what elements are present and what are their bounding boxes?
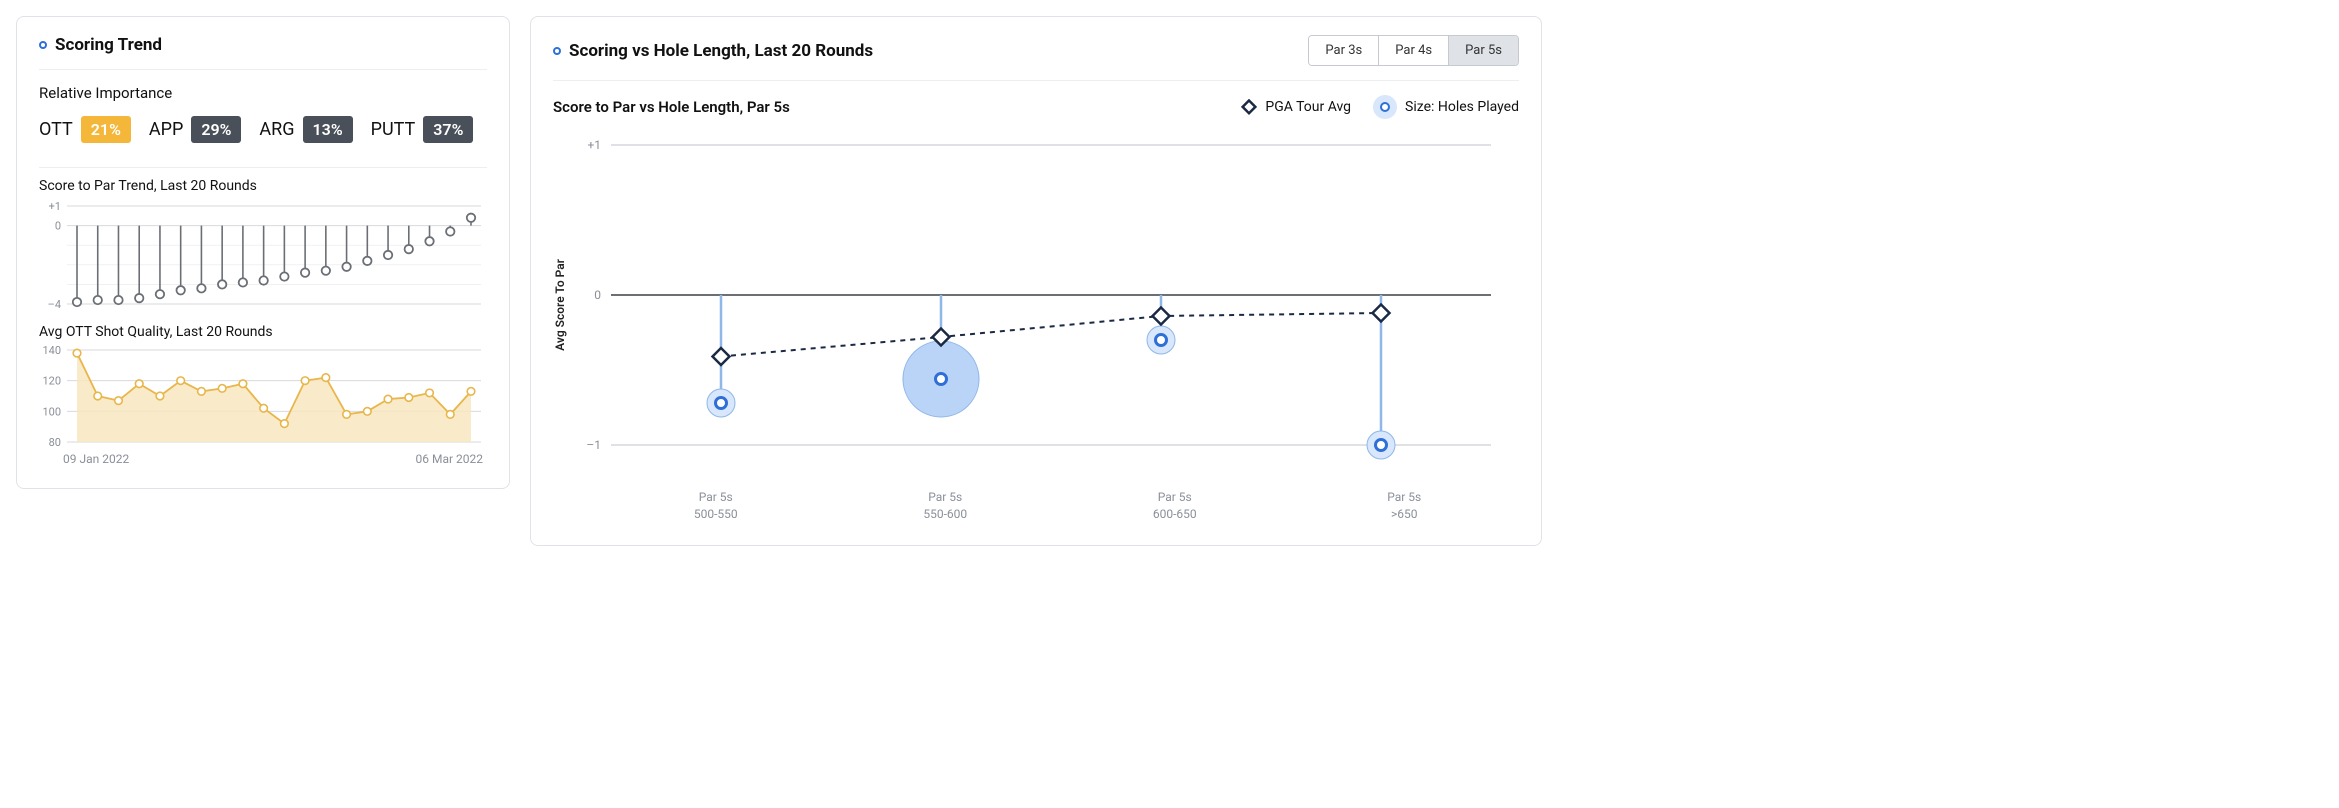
svg-text:120: 120 — [42, 375, 61, 388]
importance-code: APP — [149, 119, 183, 140]
divider — [39, 69, 487, 70]
divider — [39, 167, 487, 168]
importance-row: OTT 21% APP 29% ARG 13% PUTT 37% — [39, 116, 487, 143]
main-chart-svg: +1 0 –1 — [571, 125, 1511, 485]
category-labels: Par 5s500-550Par 5s550-600Par 5s600-650P… — [553, 489, 1519, 523]
importance-item: APP 29% — [149, 116, 242, 143]
par-tab[interactable]: Par 3s — [1309, 36, 1378, 65]
svg-text:+1: +1 — [49, 200, 61, 213]
par-tab-group: Par 3sPar 4sPar 5s — [1308, 35, 1519, 66]
main-chart-area: Avg Score To Par +1 0 –1 — [553, 125, 1519, 485]
title-text: Scoring Trend — [55, 35, 162, 55]
importance-badge: 29% — [191, 116, 241, 143]
legend-items: PGA Tour Avg Size: Holes Played — [1241, 95, 1519, 119]
scoring-trend-card: Scoring Trend Relative Importance OTT 21%… — [16, 16, 510, 489]
svg-text:+1: +1 — [587, 138, 601, 152]
svg-text:0: 0 — [55, 220, 61, 233]
importance-code: ARG — [259, 119, 294, 140]
importance-item: ARG 13% — [259, 116, 352, 143]
legend-row: Score to Par vs Hole Length, Par 5s PGA … — [553, 95, 1519, 119]
divider — [553, 80, 1519, 81]
svg-text:0: 0 — [594, 288, 601, 302]
category-label: Par 5s500-550 — [601, 489, 831, 523]
bullet-icon — [553, 47, 561, 55]
importance-item: OTT 21% — [39, 116, 131, 143]
category-label: Par 5s600-650 — [1060, 489, 1290, 523]
legend-pga: PGA Tour Avg — [1241, 99, 1351, 115]
legend-size: Size: Holes Played — [1373, 95, 1519, 119]
score-trend-chart: +1 0 –4 — [39, 200, 487, 314]
svg-text:–1: –1 — [586, 438, 601, 452]
svg-text:100: 100 — [42, 405, 61, 418]
importance-badge: 13% — [303, 116, 353, 143]
bullet-icon — [39, 41, 47, 49]
title-text: Scoring vs Hole Length, Last 20 Rounds — [569, 41, 873, 61]
chart-subheading: Score to Par vs Hole Length, Par 5s — [553, 98, 790, 116]
par-tab[interactable]: Par 4s — [1378, 36, 1448, 65]
card-header: Scoring vs Hole Length, Last 20 Rounds P… — [553, 35, 1519, 80]
svg-text:80: 80 — [49, 436, 61, 446]
importance-code: OTT — [39, 119, 73, 140]
importance-item: PUTT 37% — [371, 116, 474, 143]
bubble-inner-icon — [1380, 102, 1390, 112]
date-range-row: 09 Jan 2022 06 Mar 2022 — [39, 450, 487, 466]
ott-quality-svg: 140 120 100 80 — [39, 346, 489, 446]
scoring-vs-length-card: Scoring vs Hole Length, Last 20 Rounds P… — [530, 16, 1542, 546]
importance-badge: 37% — [423, 116, 473, 143]
bubble-icon — [1373, 95, 1397, 119]
svg-text:140: 140 — [42, 346, 61, 357]
ott-quality-chart: 140 120 100 80 — [39, 346, 487, 450]
relative-importance-label: Relative Importance — [39, 84, 487, 102]
legend-size-label: Size: Holes Played — [1405, 99, 1519, 115]
date-start: 09 Jan 2022 — [63, 452, 129, 466]
date-end: 06 Mar 2022 — [416, 452, 484, 466]
diamond-icon — [1241, 99, 1257, 115]
score-trend-svg: +1 0 –4 — [39, 200, 489, 310]
legend-pga-label: PGA Tour Avg — [1265, 99, 1351, 115]
svg-text:–4: –4 — [48, 298, 61, 310]
card-title: Scoring vs Hole Length, Last 20 Rounds — [553, 41, 873, 61]
ott-quality-title: Avg OTT Shot Quality, Last 20 Rounds — [39, 324, 487, 340]
card-header: Scoring Trend — [39, 35, 487, 69]
y-axis-label: Avg Score To Par — [553, 259, 567, 351]
importance-badge: 21% — [81, 116, 131, 143]
category-label: Par 5s>650 — [1290, 489, 1520, 523]
importance-code: PUTT — [371, 119, 416, 140]
card-title: Scoring Trend — [39, 35, 162, 55]
category-label: Par 5s550-600 — [831, 489, 1061, 523]
par-tab[interactable]: Par 5s — [1448, 36, 1518, 65]
score-trend-title: Score to Par Trend, Last 20 Rounds — [39, 178, 487, 194]
